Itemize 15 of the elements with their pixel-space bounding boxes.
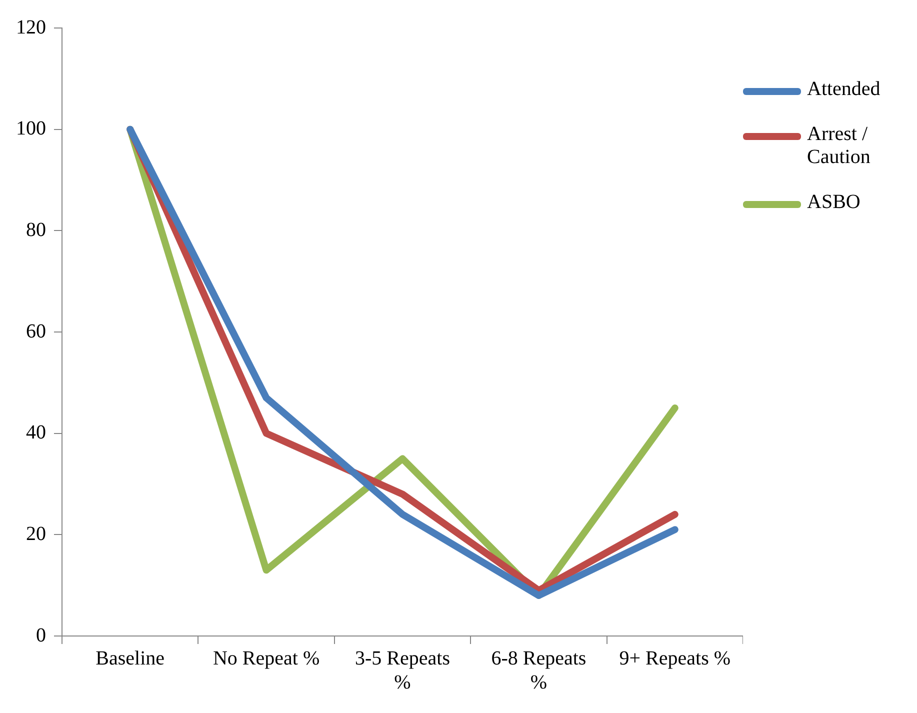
y-tick-label: 80 [26,218,46,241]
x-tick-label: 9+ Repeats % [619,647,731,670]
y-tick-label: 20 [26,522,46,545]
y-tick-label: 120 [16,16,46,38]
x-tick-label: 6-8 Repeats % [491,647,586,694]
y-tick-label: 100 [16,118,46,140]
legend-label: Attended [807,78,882,101]
y-tick-label: 60 [26,320,46,342]
x-tick-label: No Repeat % [212,647,320,670]
legend-label: ASBO [807,191,862,214]
x-tick-label: 3-5 Repeats % [355,647,450,694]
y-tick-label: 0 [36,624,46,646]
x-tick-label: Baseline [96,647,165,670]
legend-label: Arrest / Caution [807,123,872,169]
y-tick-label: 40 [26,422,46,444]
